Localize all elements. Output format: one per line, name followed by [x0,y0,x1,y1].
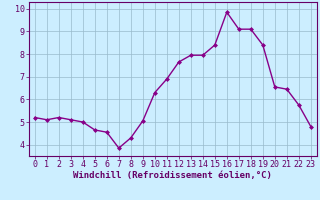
X-axis label: Windchill (Refroidissement éolien,°C): Windchill (Refroidissement éolien,°C) [73,171,272,180]
